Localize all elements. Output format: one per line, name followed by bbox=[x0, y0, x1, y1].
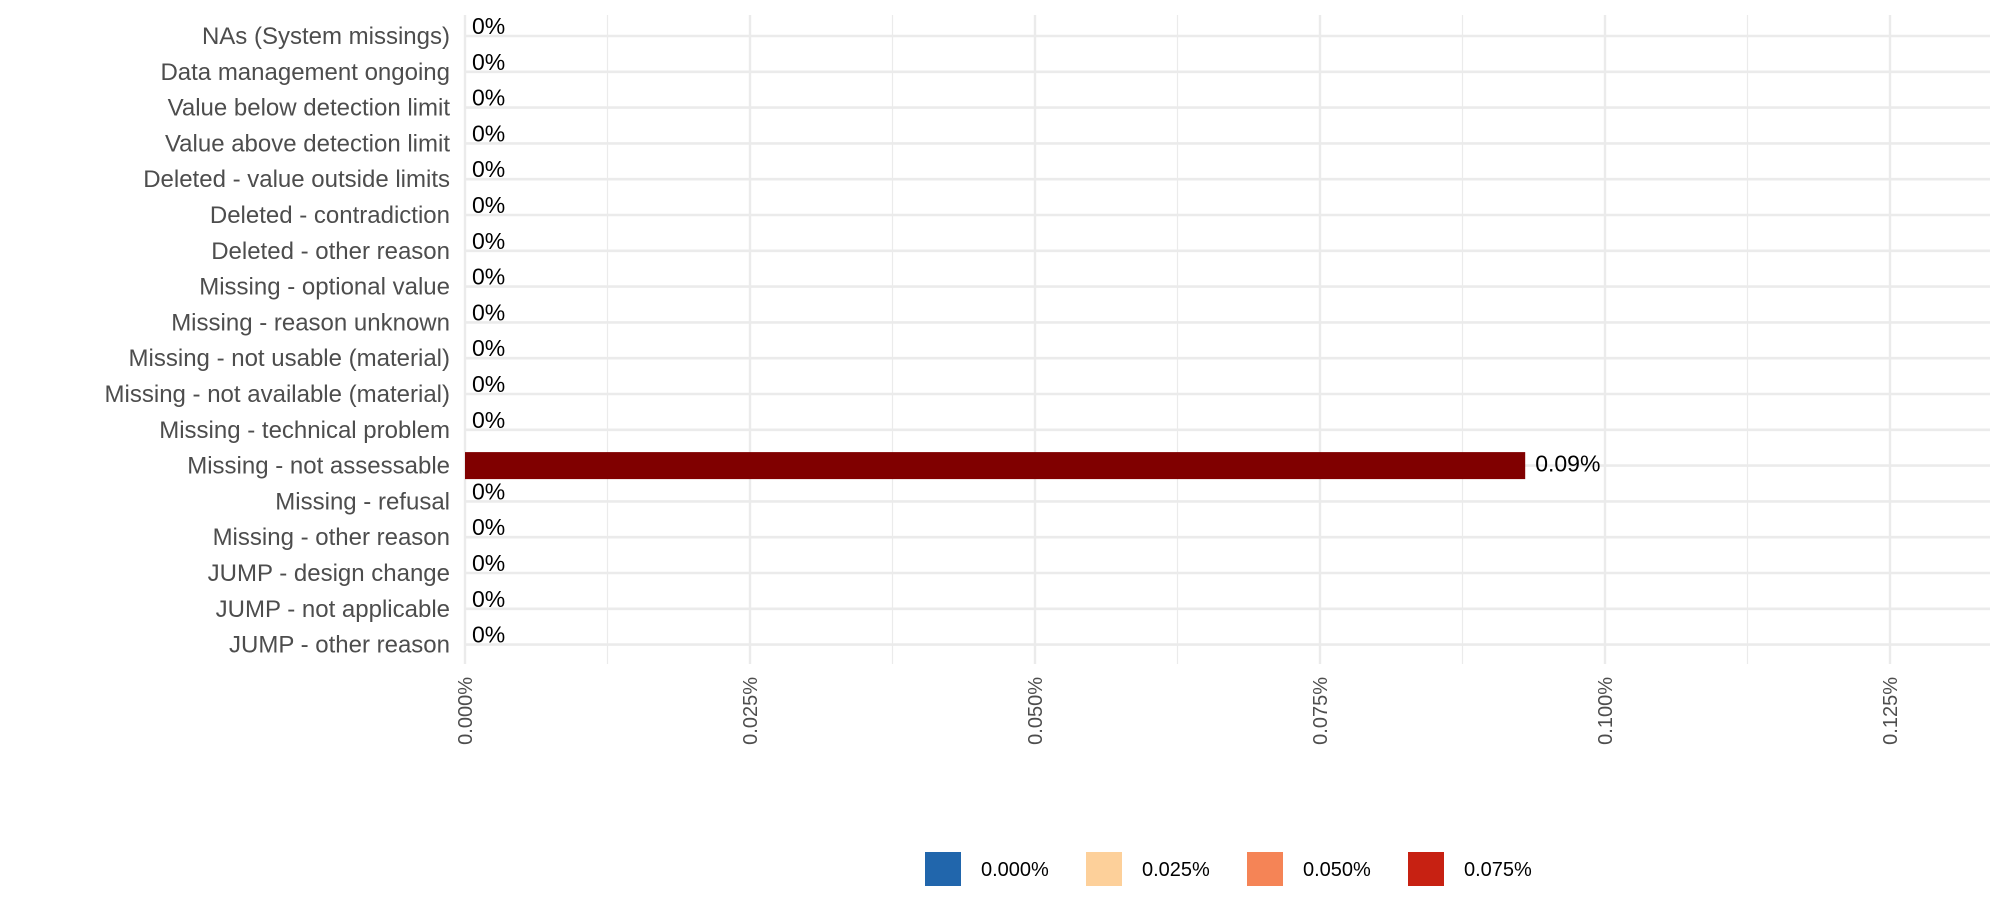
y-tick-label: Missing - other reason bbox=[213, 524, 450, 551]
y-tick-label: Missing - not usable (material) bbox=[129, 345, 450, 372]
x-tick-label: 0.000% bbox=[455, 677, 477, 745]
legend-swatch bbox=[1086, 852, 1122, 886]
legend-swatch bbox=[925, 852, 961, 886]
legend-label: 0.000% bbox=[981, 859, 1049, 881]
y-tick-label: JUMP - design change bbox=[208, 560, 450, 587]
legend-swatch bbox=[1247, 852, 1283, 886]
data-label: 0% bbox=[472, 371, 505, 397]
data-label: 0% bbox=[472, 335, 505, 361]
data-label: 0% bbox=[472, 622, 505, 648]
data-label: 0% bbox=[472, 478, 505, 504]
y-tick-label: Missing - reason unknown bbox=[171, 309, 450, 336]
y-tick-label: Deleted - other reason bbox=[211, 238, 450, 265]
y-tick-label: Missing - technical problem bbox=[159, 417, 450, 444]
bar bbox=[465, 452, 1526, 480]
legend-label: 0.075% bbox=[1464, 859, 1532, 881]
x-tick-label: 0.075% bbox=[1310, 677, 1332, 745]
y-tick-label: Missing - refusal bbox=[275, 488, 450, 515]
y-tick-label: Deleted - value outside limits bbox=[143, 166, 450, 193]
legend-label: 0.025% bbox=[1142, 859, 1210, 881]
y-tick-label: Deleted - contradiction bbox=[210, 202, 450, 229]
y-tick-label: Missing - optional value bbox=[199, 274, 450, 301]
x-tick-label: 0.100% bbox=[1595, 677, 1617, 745]
y-tick-label: JUMP - other reason bbox=[229, 632, 450, 659]
x-tick-label: 0.125% bbox=[1880, 677, 1902, 745]
data-label: 0% bbox=[472, 550, 505, 576]
y-tick-label: Missing - not assessable bbox=[187, 453, 450, 480]
y-tick-label: NAs (System missings) bbox=[202, 23, 450, 50]
data-label: 0% bbox=[472, 228, 505, 254]
data-label: 0% bbox=[472, 586, 505, 612]
y-tick-label: Value below detection limit bbox=[168, 95, 451, 122]
y-tick-label: Data management ongoing bbox=[160, 59, 450, 86]
y-tick-label: JUMP - not applicable bbox=[216, 596, 450, 623]
data-label: 0.09% bbox=[1535, 451, 1600, 477]
x-tick-label: 0.050% bbox=[1025, 677, 1047, 745]
x-tick-label: 0.025% bbox=[740, 677, 762, 745]
data-label: 0% bbox=[472, 85, 505, 111]
data-label: 0% bbox=[472, 120, 505, 146]
legend-label: 0.050% bbox=[1303, 859, 1371, 881]
data-label: 0% bbox=[472, 407, 505, 433]
legend-swatch bbox=[1408, 852, 1444, 886]
data-label: 0% bbox=[472, 156, 505, 182]
data-label: 0% bbox=[472, 514, 505, 540]
data-label: 0% bbox=[472, 192, 505, 218]
data-label: 0% bbox=[472, 264, 505, 290]
y-tick-label: Value above detection limit bbox=[165, 130, 450, 157]
data-label: 0% bbox=[472, 13, 505, 39]
data-label: 0% bbox=[472, 49, 505, 75]
data-label: 0% bbox=[472, 299, 505, 325]
y-tick-label: Missing - not available (material) bbox=[105, 381, 450, 408]
